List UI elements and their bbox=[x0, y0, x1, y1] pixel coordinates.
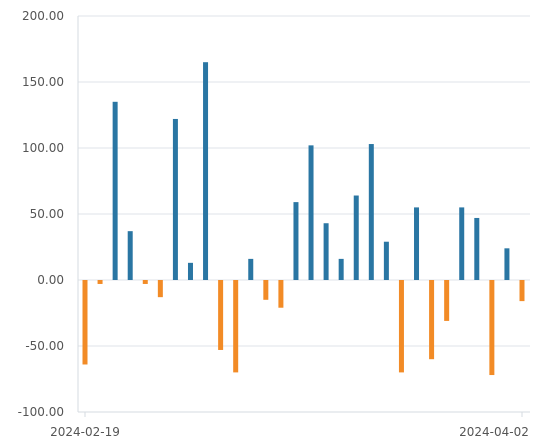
bar-positive bbox=[127, 231, 133, 280]
bar-positive bbox=[112, 101, 118, 280]
bar-negative bbox=[444, 280, 450, 321]
bars bbox=[82, 62, 525, 376]
bar-negative bbox=[398, 280, 404, 373]
bar-positive bbox=[338, 258, 344, 280]
y-tick-label: 0.00 bbox=[37, 273, 64, 287]
bar-positive bbox=[459, 207, 465, 280]
y-tick-label: 150.00 bbox=[22, 75, 64, 89]
bar-negative bbox=[233, 280, 239, 373]
bar-positive bbox=[368, 144, 374, 280]
y-tick-label: 200.00 bbox=[22, 9, 64, 23]
y-axis-tick-labels: 200.00 150.00 100.00 50.00 0.00 -50.00 -100.00 bbox=[18, 9, 64, 419]
bar-negative bbox=[218, 280, 224, 350]
bar-negative bbox=[142, 280, 148, 284]
bar-positive bbox=[474, 217, 480, 280]
bar-positive bbox=[323, 223, 329, 280]
bar-negative bbox=[97, 280, 103, 284]
x-tick-label-end: 2024-04-02 bbox=[459, 425, 529, 439]
y-tick-label: -100.00 bbox=[18, 405, 64, 419]
y-tick-label: 100.00 bbox=[22, 141, 64, 155]
y-tick-label: -50.00 bbox=[25, 339, 64, 353]
bar-negative bbox=[82, 280, 88, 365]
bar-negative bbox=[278, 280, 284, 308]
bar-positive bbox=[172, 118, 178, 281]
bar-negative bbox=[519, 280, 525, 302]
bar-positive bbox=[248, 258, 254, 280]
bar-negative bbox=[429, 280, 435, 360]
bar-negative bbox=[157, 280, 163, 298]
x-tick-label-start: 2024-02-19 bbox=[50, 425, 120, 439]
bar-negative bbox=[263, 280, 269, 300]
bar-positive bbox=[504, 248, 510, 280]
bar-negative bbox=[489, 280, 495, 376]
bar-positive bbox=[353, 195, 359, 280]
bar-positive bbox=[383, 241, 389, 280]
bar-positive bbox=[187, 262, 193, 280]
bar-positive bbox=[414, 207, 420, 280]
y-tick-label: 50.00 bbox=[30, 207, 64, 221]
bar-positive bbox=[308, 145, 314, 280]
bar-positive bbox=[203, 62, 209, 281]
bar-positive bbox=[293, 202, 299, 280]
